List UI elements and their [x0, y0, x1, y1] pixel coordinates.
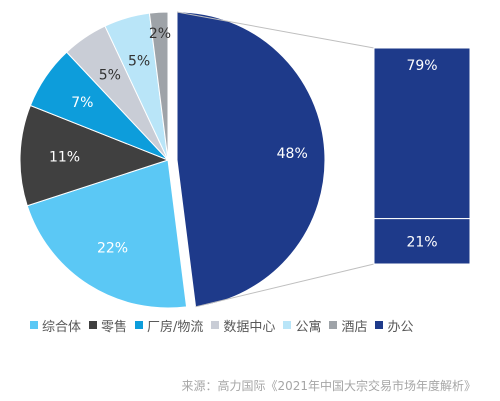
data-label-office: 48%: [277, 146, 308, 162]
connector-lines: [176, 11, 375, 308]
legend-item-apartment: 公寓: [283, 316, 321, 335]
legend-label: 厂房/物流: [147, 319, 204, 335]
legend-label: 综合体: [42, 319, 82, 335]
legend-swatch: [89, 321, 98, 329]
source-note: 来源：高力国际《2021年中国大宗交易市场年度解析》: [181, 379, 476, 393]
legend-item-data-center: 数据中心: [211, 316, 275, 335]
pie-slice-office: [176, 11, 326, 308]
connector-line-top: [176, 11, 375, 49]
legend-swatch: [30, 321, 38, 329]
breakdown-segment-bottom: [373, 218, 471, 265]
legend-label: 办公: [387, 319, 414, 335]
breakdown-label-bottom: 21%: [406, 234, 437, 250]
data-label-retail: 11%: [49, 150, 80, 166]
breakdown-label-top: 79%: [406, 58, 437, 74]
legend-item-factory-logistics: 厂房/物流: [135, 316, 203, 335]
pie-slice-hotel: [148, 11, 169, 161]
pie-slices: [19, 11, 326, 309]
legend-swatch: [135, 321, 144, 329]
legend-swatch: [283, 321, 292, 329]
legend-label: 公寓: [295, 319, 322, 335]
legend-swatch: [375, 321, 384, 329]
data-label-factory-logistics: 7%: [71, 95, 93, 111]
legend-swatch: [329, 321, 338, 329]
legend: 综合体 零售 厂房/物流 数据中心 公寓 酒店 办公: [30, 316, 421, 335]
legend-label: 数据中心: [223, 319, 276, 335]
legend-item-retail: 零售: [89, 316, 127, 335]
legend-label: 零售: [101, 319, 128, 335]
data-label-data-center: 5%: [99, 67, 121, 83]
connector-line-bottom: [195, 263, 375, 308]
legend-item-hotel: 酒店: [329, 316, 367, 335]
data-label-complex: 22%: [97, 241, 128, 257]
data-label-hotel: 2%: [149, 26, 171, 42]
pie-slice-retail: [19, 104, 170, 207]
legend-item-complex: 综合体: [30, 316, 81, 335]
legend-swatch: [211, 321, 220, 329]
breakdown-bar: [373, 47, 471, 265]
pie-slice-complex: [26, 159, 188, 309]
legend-item-office: 办公: [375, 316, 413, 335]
legend-label: 酒店: [341, 319, 368, 335]
data-labels: 22% 11% 7% 5% 5% 2% 48% 79% 21%: [49, 26, 438, 257]
data-label-apartment: 5%: [128, 54, 150, 70]
